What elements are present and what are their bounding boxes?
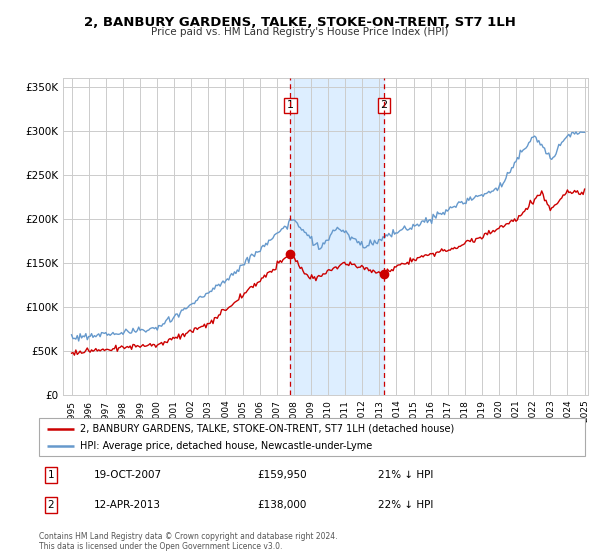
Text: This data is licensed under the Open Government Licence v3.0.: This data is licensed under the Open Gov… — [39, 542, 283, 550]
Text: Contains HM Land Registry data © Crown copyright and database right 2024.: Contains HM Land Registry data © Crown c… — [39, 532, 337, 541]
Text: HPI: Average price, detached house, Newcastle-under-Lyme: HPI: Average price, detached house, Newc… — [80, 441, 372, 451]
Text: 21% ↓ HPI: 21% ↓ HPI — [377, 470, 433, 480]
Text: 12-APR-2013: 12-APR-2013 — [94, 500, 161, 510]
Bar — [290, 78, 384, 395]
Text: 1: 1 — [47, 470, 55, 480]
Text: 2, BANBURY GARDENS, TALKE, STOKE-ON-TRENT, ST7 1LH: 2, BANBURY GARDENS, TALKE, STOKE-ON-TREN… — [84, 16, 516, 29]
Text: 19-OCT-2007: 19-OCT-2007 — [94, 470, 162, 480]
Text: 2: 2 — [380, 100, 388, 110]
Text: 22% ↓ HPI: 22% ↓ HPI — [377, 500, 433, 510]
Text: 2: 2 — [47, 500, 55, 510]
FancyBboxPatch shape — [39, 418, 585, 456]
Text: 2, BANBURY GARDENS, TALKE, STOKE-ON-TRENT, ST7 1LH (detached house): 2, BANBURY GARDENS, TALKE, STOKE-ON-TREN… — [80, 423, 454, 433]
Text: Price paid vs. HM Land Registry's House Price Index (HPI): Price paid vs. HM Land Registry's House … — [151, 27, 449, 38]
Text: 1: 1 — [287, 100, 294, 110]
Text: £159,950: £159,950 — [257, 470, 307, 480]
Text: £138,000: £138,000 — [257, 500, 307, 510]
